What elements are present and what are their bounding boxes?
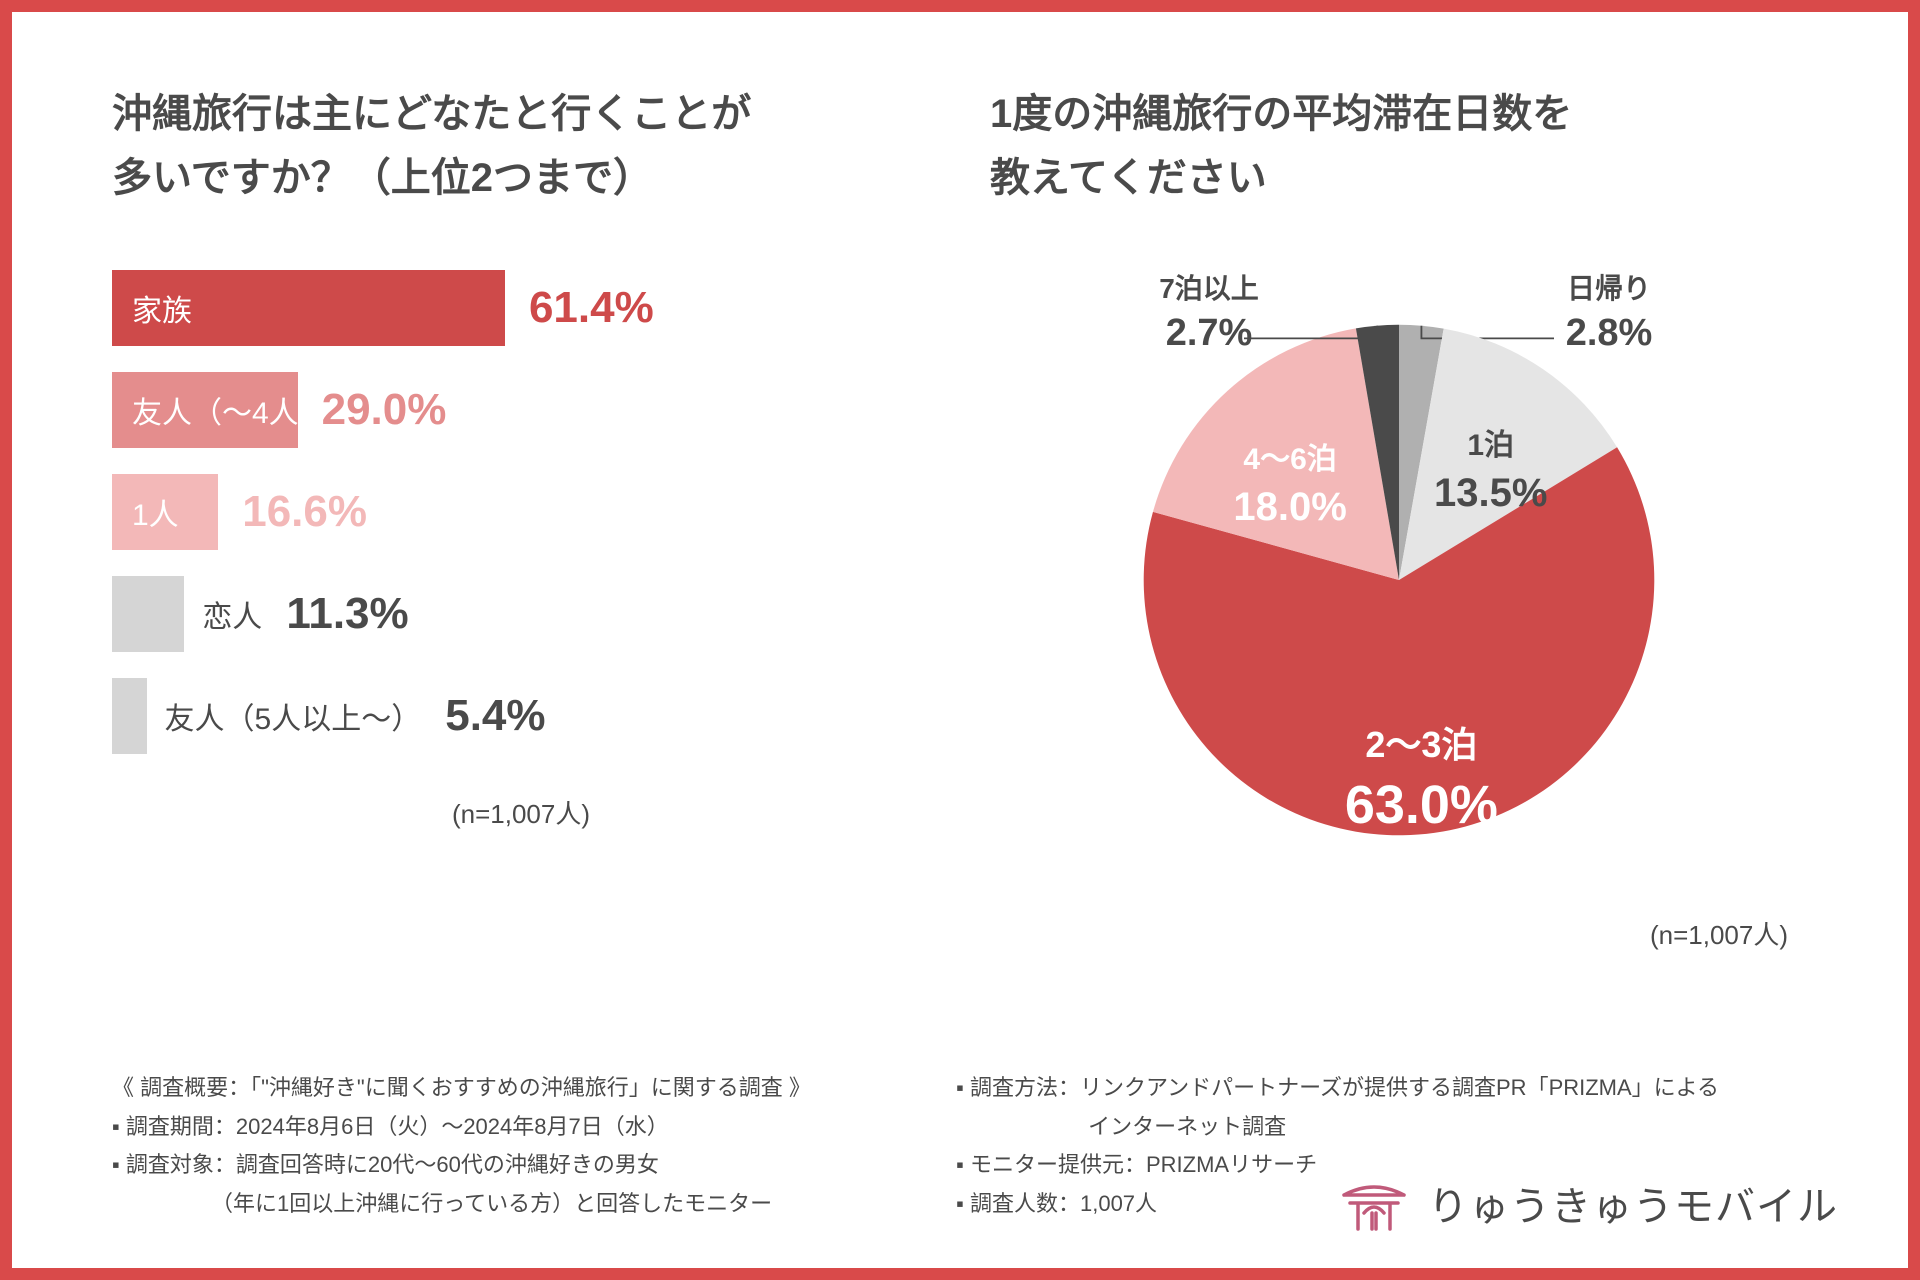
pie-callout-label: 7泊以上2.7% <box>1109 270 1309 359</box>
footer-line: ▪ 調査方法：リンクアンドパートナーズが提供する調査PR「PRIZMA」による <box>956 1069 1808 1108</box>
bar-row: 友人（5人以上～） 5.4% <box>112 678 930 754</box>
pie-chart: 日帰り2.8% 1泊13.5% 2～3泊63.0% 4～6泊18.0% 7泊以上2.7% <box>1089 270 1709 890</box>
bar-value: 16.6% <box>242 487 367 537</box>
pie-chart-title: 1度の沖縄旅行の平均滞在日数を教えてください <box>990 82 1808 210</box>
footer-line: ▪ 調査対象：調査回答時に20代～60代の沖縄好きの男女 <box>112 1146 926 1185</box>
bar-chart-panel: 沖縄旅行は主にどなたと行くことが多いですか？（上位2つまで） 家族 61.4% 友人… <box>112 82 930 952</box>
bar-row: 1人 16.6% <box>112 474 930 550</box>
brand-logo: りゅうきゅうモバイル <box>1334 1173 1838 1233</box>
footer-line: インターネット調査 <box>956 1108 1808 1147</box>
bar-fill: 家族 <box>112 270 505 346</box>
pie-slice-label: 2～3泊63.0% <box>1311 721 1531 842</box>
bar-row: 恋人 11.3% <box>112 576 930 652</box>
bar-chart: 家族 61.4% 友人（～4人以下） 29.0% 1人 16.6% 恋人 11.3% 友人（5人… <box>112 270 930 754</box>
pie-slice-label: 1泊13.5% <box>1381 426 1601 521</box>
footer-heading: 《 調査概要：「"沖縄好き"に聞くおすすめの沖縄旅行」に関する調査 》 <box>112 1069 926 1108</box>
bar-value: 11.3% <box>286 589 408 639</box>
footer-line: （年に1回以上沖縄に行っている方）と回答したモニター <box>112 1185 926 1224</box>
bar-label: 家族 <box>132 286 192 330</box>
bar-chart-title: 沖縄旅行は主にどなたと行くことが多いですか？（上位2つまで） <box>112 82 930 210</box>
bar-value: 29.0% <box>322 385 447 435</box>
bar-fill <box>112 678 147 754</box>
bar-fill <box>112 576 184 652</box>
bar-label: 友人（5人以上～） <box>165 694 422 738</box>
pie-callout-label: 日帰り2.8% <box>1509 270 1709 359</box>
bar-row: 家族 61.4% <box>112 270 930 346</box>
bar-label: 1人 <box>132 490 179 534</box>
bar-chart-n: (n=1,007人) <box>112 794 930 831</box>
bar-row: 友人（～4人以下） 29.0% <box>112 372 930 448</box>
brand-name: りゅうきゅうモバイル <box>1428 1174 1838 1232</box>
bar-value: 61.4% <box>529 283 654 333</box>
pie-slice-label: 4～6泊18.0% <box>1180 440 1400 535</box>
bar-label: 恋人 <box>202 592 262 636</box>
ryukyu-gate-icon <box>1334 1173 1414 1233</box>
footer-line: ▪ 調査期間：2024年8月6日（火）～2024年8月7日（水） <box>112 1108 926 1147</box>
bar-value: 5.4% <box>445 691 545 741</box>
pie-chart-panel: 1度の沖縄旅行の平均滞在日数を教えてください 日帰り2.8% 1泊13.5% 2～3… <box>990 82 1808 952</box>
bar-fill: 1人 <box>112 474 218 550</box>
bar-fill: 友人（～4人以下） <box>112 372 298 448</box>
pie-chart-n: (n=1,007人) <box>990 915 1808 952</box>
